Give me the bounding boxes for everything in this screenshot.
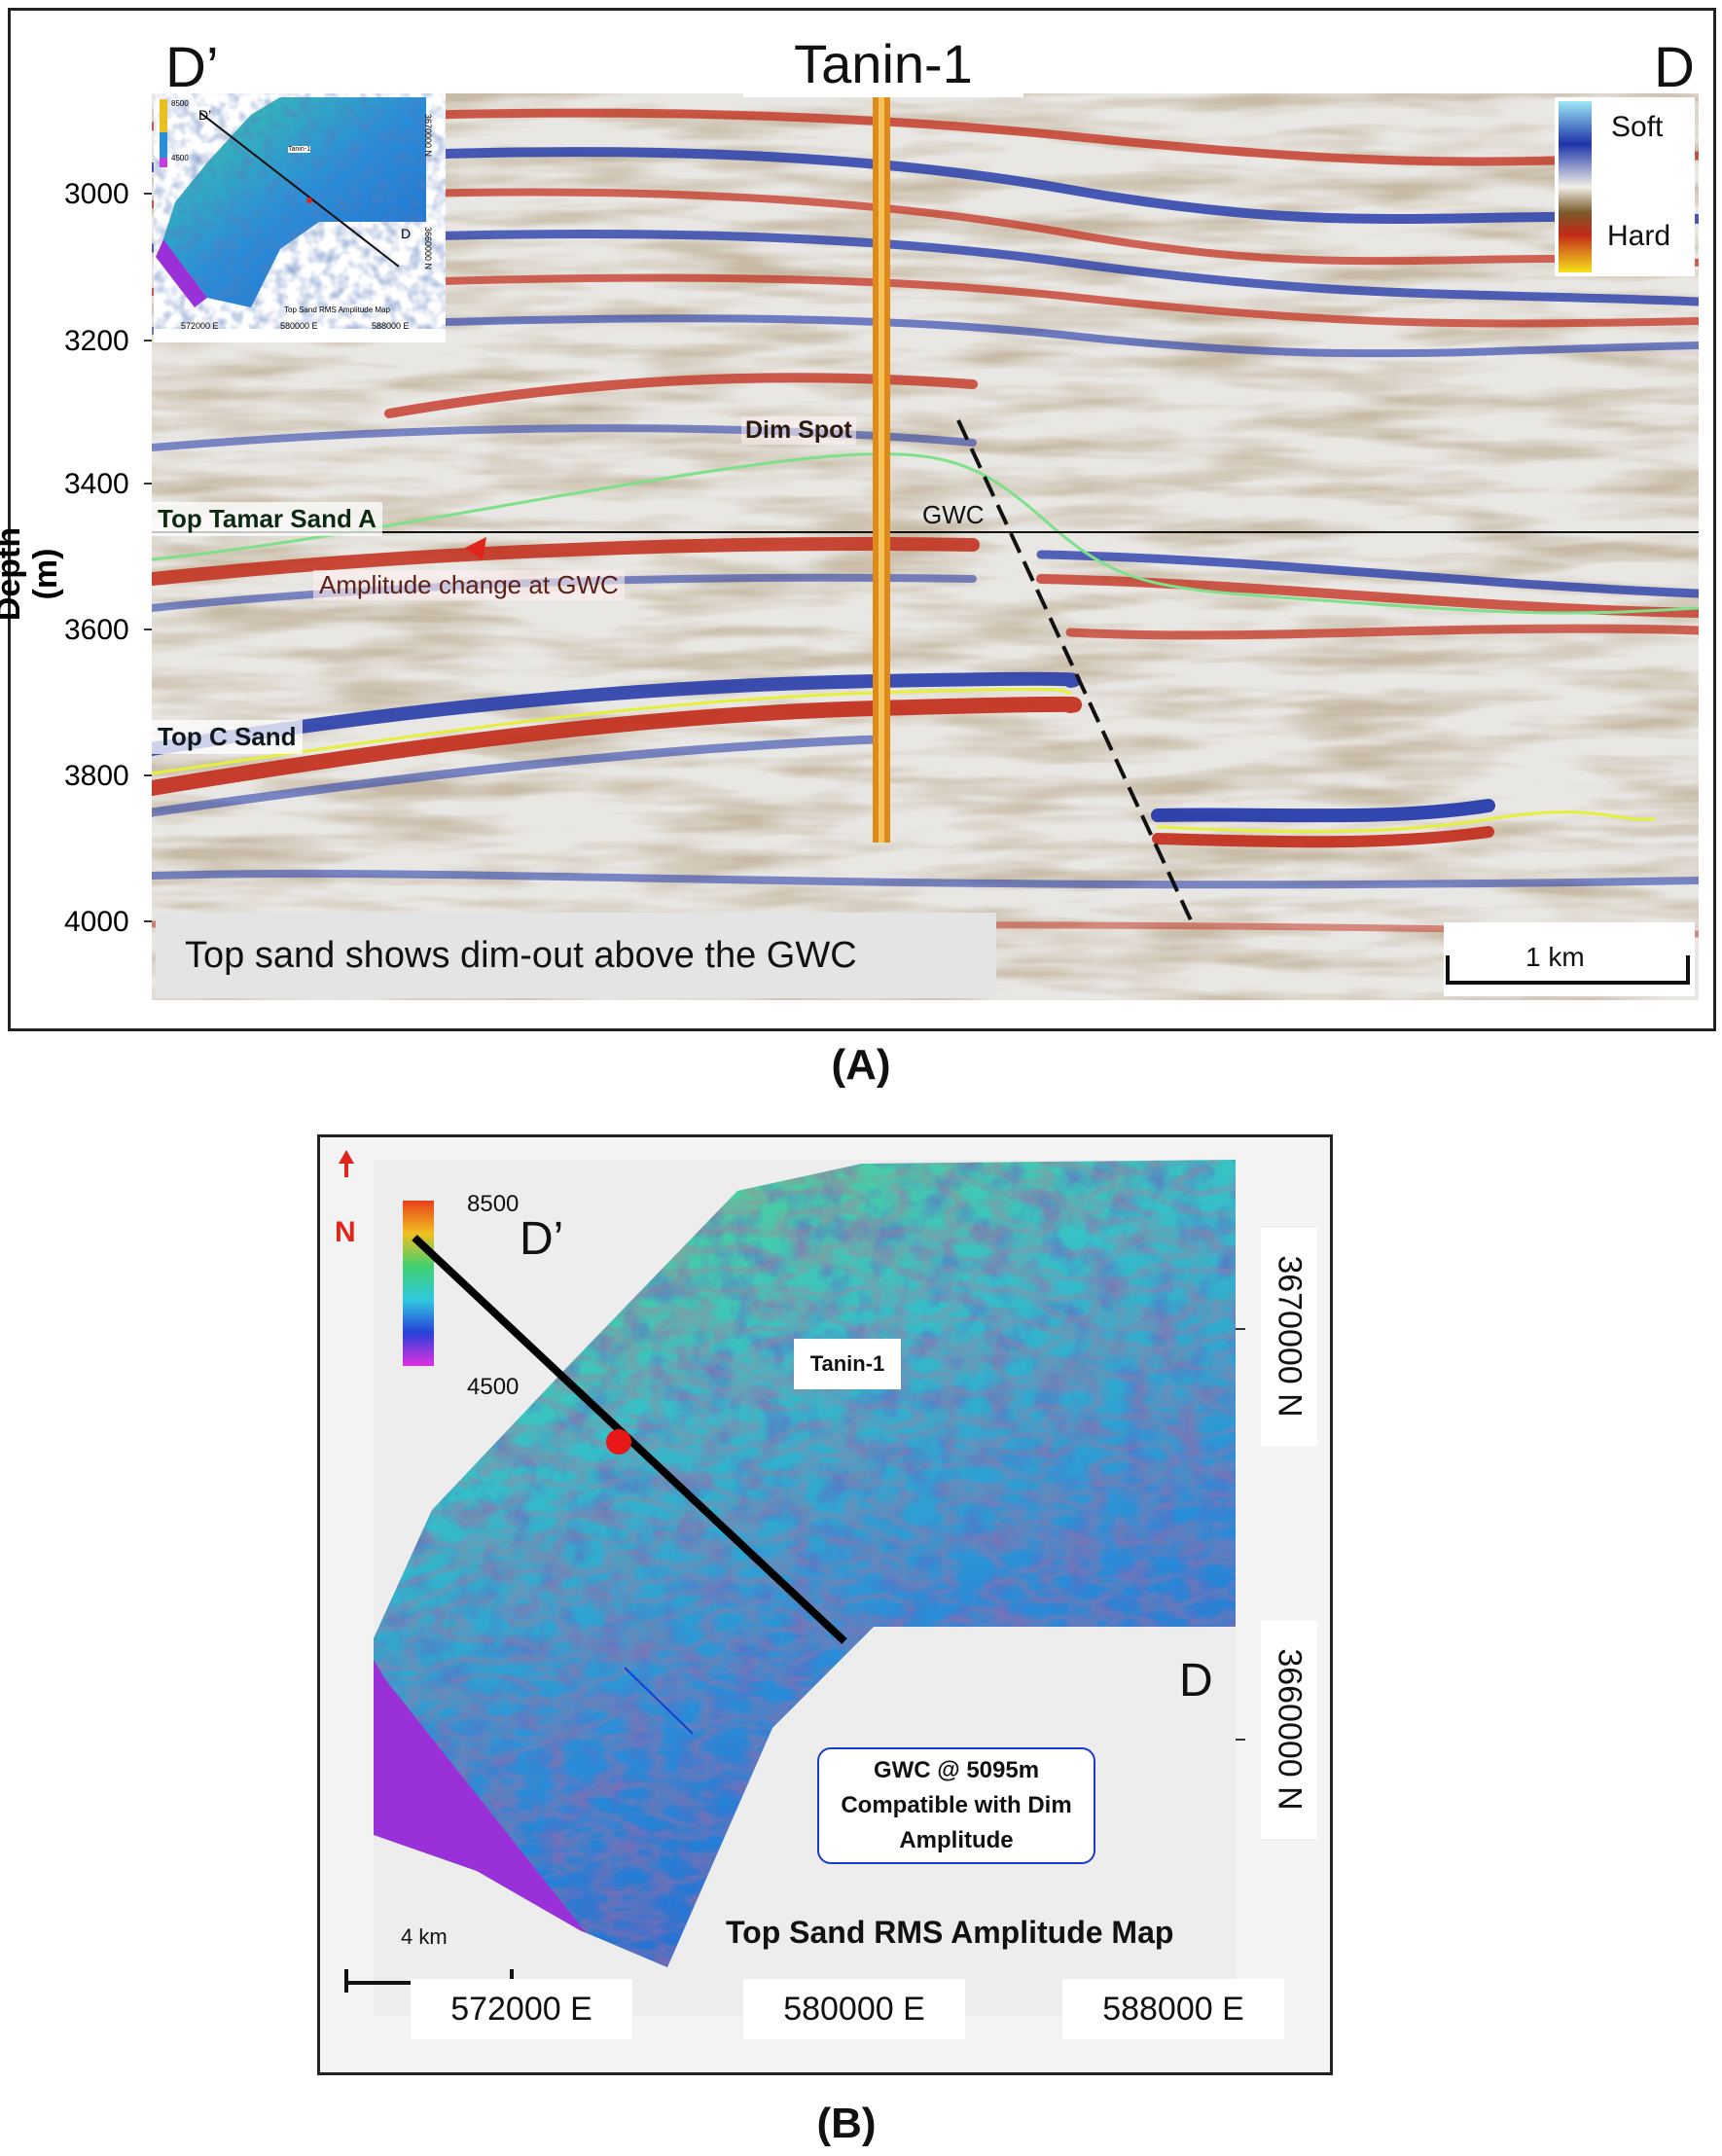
inset-easting-label: 572000 E <box>181 321 219 331</box>
easting-label-box: 580000 E <box>743 1979 965 2039</box>
well-name-label: Tanin-1 <box>794 33 973 94</box>
north-label: N <box>335 1216 356 1248</box>
callout-line-2: Compatible with Dim <box>841 1792 1072 1818</box>
note-box: Top sand shows dim-out above the GWC <box>156 913 996 998</box>
map-title: Top Sand RMS Amplitude Map <box>726 1915 1174 1950</box>
scale-bar-label: 1 km <box>1525 942 1585 972</box>
section-end-right-label: D <box>1654 36 1695 99</box>
legend-hard-label: Hard <box>1607 220 1671 252</box>
callout-line-3: Amplitude <box>899 1827 1014 1853</box>
inset-northing-label: 3670000 N <box>423 113 434 158</box>
depth-tick-label: 3000 <box>64 178 129 210</box>
easting-label: 572000 E <box>450 1991 592 2028</box>
dim-spot-label: Dim Spot <box>741 416 856 445</box>
note-text: Top sand shows dim-out above the GWC <box>185 935 857 976</box>
inset-easting-label: 580000 E <box>280 321 318 331</box>
depth-axis-title: Depth (m) <box>0 525 126 623</box>
map-scale-bar-label: 4 km <box>401 1924 448 1949</box>
inset-easting-label: 588000 E <box>372 321 410 331</box>
depth-tick-label: 3600 <box>64 614 129 646</box>
inset-map-title: Top Sand RMS Amplitude Map <box>284 305 390 314</box>
gwc-label: GWC <box>922 500 985 529</box>
inset-colorbar-max: 8500 <box>171 99 189 108</box>
inset-amplitude-map <box>154 93 446 342</box>
easting-label-box: 572000 E <box>411 1979 632 2039</box>
depth-tick-label: 3800 <box>64 760 129 792</box>
inset-well-label: Tanin-1 <box>288 146 310 153</box>
panel-a-caption: (A) <box>831 1041 891 1089</box>
callout-line-1: GWC @ 5095m <box>873 1757 1040 1783</box>
depth-tick-label: 3400 <box>64 468 129 500</box>
inset-colorbar-min: 4500 <box>171 154 189 162</box>
well-label: Tanin-1 <box>809 1351 885 1376</box>
amplitude-change-label: Amplitude change at GWC <box>313 570 625 600</box>
section-start-label: D’ <box>520 1213 564 1265</box>
depth-tick-label: 4000 <box>64 906 129 938</box>
depth-tick-label: 3200 <box>64 325 129 357</box>
depth-axis-title-line2: (m) <box>27 548 64 600</box>
well-label-box: Tanin-1 <box>794 1339 901 1389</box>
easting-label: 580000 E <box>783 1991 925 2028</box>
panel-b-caption: (B) <box>816 2100 877 2147</box>
northing-label-box: 3670000 N <box>1261 1228 1317 1446</box>
top-c-sand-label: Top C Sand <box>152 720 303 754</box>
easting-label-box: 588000 E <box>1062 1979 1284 2039</box>
easting-label: 588000 E <box>1102 1991 1244 2028</box>
legend-soft-label: Soft <box>1611 111 1664 143</box>
section-end-left-label: D’ <box>165 36 219 99</box>
well-name-box: Tanin-1 <box>743 31 1023 97</box>
depth-axis-title-line1: Depth <box>0 526 27 622</box>
section-end-label: D <box>1179 1655 1213 1707</box>
northing-label: 3660000 N <box>1271 1648 1309 1811</box>
colorbar-max-label: 8500 <box>467 1191 520 1217</box>
colorbar-min-label: 4500 <box>467 1374 520 1400</box>
inset-end-start-label: D’ <box>198 107 212 123</box>
inset-end-stop-label: D <box>401 226 412 241</box>
top-tamar-sand-a-label: Top Tamar Sand A <box>152 502 382 536</box>
gwc-callout: GWC @ 5095m Compatible with Dim Amplitud… <box>817 1747 1095 1864</box>
northing-label-box: 3660000 N <box>1261 1621 1317 1839</box>
northing-label: 3670000 N <box>1271 1255 1309 1418</box>
inset-northing-label: 3660000 N <box>423 226 434 270</box>
